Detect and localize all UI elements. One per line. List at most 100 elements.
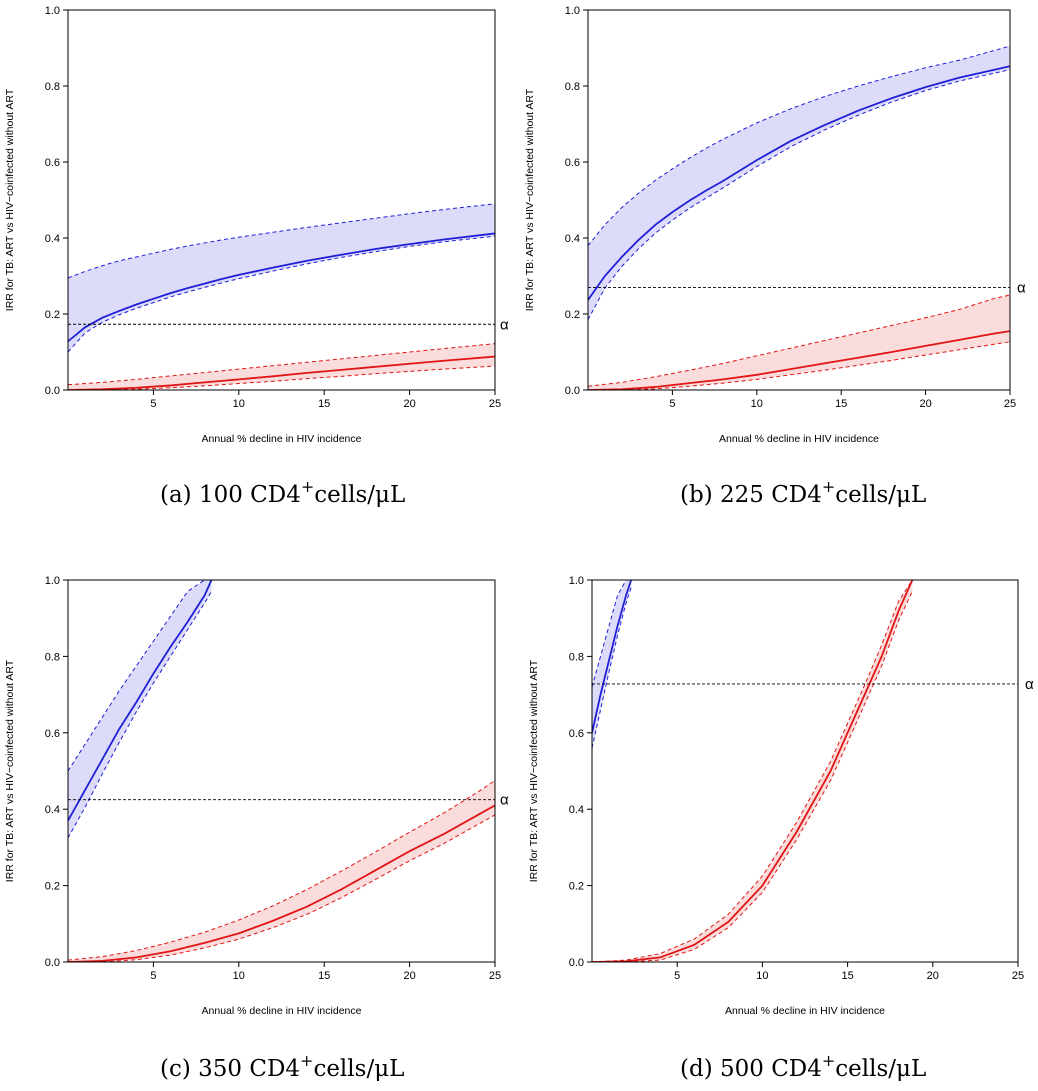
- y-tick-label: 1.0: [565, 5, 580, 17]
- series-red-band: [588, 295, 1010, 390]
- y-tick-label: 0.6: [565, 157, 580, 169]
- y-tick-label: 0.8: [565, 81, 580, 93]
- series-blue-lower: [68, 591, 212, 839]
- plot-area: [592, 580, 914, 962]
- series-blue-line: [588, 65, 1010, 301]
- y-tick-label: 1.0: [45, 575, 60, 587]
- y-tick-label: 0.0: [45, 957, 60, 969]
- series-blue-line: [68, 580, 213, 822]
- y-tick-label: 0.2: [45, 881, 60, 893]
- y-axis-label: IRR for TB: ART vs HIV−coinfected withou…: [4, 88, 16, 311]
- caption-prefix: (a) 100 CD4: [160, 482, 301, 508]
- alpha-label: α: [500, 792, 509, 809]
- series-blue-band: [592, 580, 632, 749]
- series-red-band: [592, 580, 913, 962]
- series-blue-band: [588, 46, 1010, 320]
- x-tick-label: 25: [1012, 970, 1024, 982]
- series-blue-upper: [68, 580, 212, 772]
- series-red-line: [592, 580, 914, 962]
- plot-frame: [67, 9, 496, 391]
- caption-prefix: (c) 350 CD4: [160, 1056, 300, 1082]
- x-tick-label: 10: [751, 398, 763, 410]
- y-axis-label: IRR for TB: ART vs HIV−coinfected withou…: [528, 659, 540, 882]
- x-tick-label: 5: [674, 970, 680, 982]
- panel-caption: (d) 500 CD4+cells/μL: [680, 1051, 926, 1082]
- panel-caption: (b) 225 CD4+cells/μL: [680, 477, 926, 508]
- panel-b: α 5 10 15 20 25 0.0 0.2 0.4 0.6 0.8 1.0 Annual % dec…: [524, 5, 1026, 508]
- series-blue-lower: [588, 69, 1010, 320]
- y-tick-label: 0.8: [569, 651, 584, 663]
- x-tick-label: 10: [756, 970, 768, 982]
- series-red-line: [588, 330, 1010, 390]
- series-blue-band: [68, 203, 495, 352]
- panel-a: α 5 10 15 20 25 0.0 0.2 0.4 0.6 0.8 1.0 Annual % dec…: [4, 5, 509, 508]
- plot-frame: [591, 579, 1019, 963]
- series-red-lower: [592, 591, 913, 962]
- caption-superscript: +: [822, 1051, 835, 1070]
- caption-superscript: +: [822, 477, 835, 496]
- plot-area: [68, 580, 495, 962]
- series-red-lower: [68, 814, 495, 962]
- x-tick-label: 15: [318, 398, 330, 410]
- alpha-label: α: [1017, 279, 1026, 296]
- panel-caption: (c) 350 CD4+cells/μL: [160, 1051, 404, 1082]
- series-blue-upper: [592, 580, 632, 688]
- y-tick-label: 1.0: [569, 575, 584, 587]
- x-tick-label: 10: [233, 398, 245, 410]
- panel-c: α 5 10 15 20 25 0.0 0.2 0.4 0.6 0.8 1.0 Annual % dec…: [4, 575, 509, 1082]
- y-tick-label: 0.2: [565, 309, 580, 321]
- plot-area: [68, 203, 495, 390]
- x-tick-label: 20: [927, 970, 939, 982]
- y-tick-label: 0.6: [45, 157, 60, 169]
- y-tick-label: 0.4: [569, 804, 584, 816]
- series-red-band: [68, 343, 495, 390]
- series-red-upper: [68, 343, 495, 386]
- caption-suffix: cells/μL: [835, 482, 926, 508]
- series-red-band: [68, 780, 495, 962]
- y-tick-label: 0.0: [45, 385, 60, 397]
- series-red-line: [68, 355, 495, 390]
- x-tick-label: 20: [403, 970, 415, 982]
- y-tick-label: 0.8: [45, 81, 60, 93]
- caption-prefix: (d) 500 CD4: [680, 1056, 822, 1082]
- y-tick-label: 0.6: [45, 728, 60, 740]
- series-red-upper: [68, 780, 495, 961]
- caption-suffix: cells/μL: [314, 482, 405, 508]
- series-red-line: [68, 804, 495, 962]
- x-tick-label: 15: [841, 970, 853, 982]
- y-tick-label: 0.0: [569, 957, 584, 969]
- series-blue-band: [68, 580, 212, 838]
- y-tick-label: 0.6: [569, 728, 584, 740]
- x-tick-label: 25: [1004, 398, 1016, 410]
- caption-prefix: (b) 225 CD4: [680, 482, 822, 508]
- y-tick-label: 0.4: [565, 233, 580, 245]
- y-tick-label: 1.0: [45, 5, 60, 17]
- alpha-label: α: [500, 316, 509, 333]
- x-tick-label: 10: [233, 970, 245, 982]
- plot-frame: [67, 579, 496, 963]
- series-red-upper: [588, 294, 1010, 387]
- panel-caption: (a) 100 CD4+cells/μL: [160, 477, 405, 508]
- series-blue-lower: [68, 235, 495, 353]
- series-red-lower: [588, 341, 1010, 390]
- plot-area: [588, 45, 1010, 390]
- x-axis-label: Annual % decline in HIV incidence: [202, 1005, 362, 1017]
- caption-suffix: cells/μL: [313, 1056, 404, 1082]
- caption-suffix: cells/μL: [835, 1056, 926, 1082]
- x-tick-label: 15: [835, 398, 847, 410]
- plot-frame: [587, 9, 1011, 391]
- y-axis-label: IRR for TB: ART vs HIV−coinfected withou…: [524, 88, 536, 311]
- series-blue-upper: [588, 45, 1010, 246]
- caption-superscript: +: [301, 477, 314, 496]
- x-tick-label: 25: [489, 398, 501, 410]
- series-blue-line: [592, 580, 633, 733]
- series-red-upper: [592, 580, 913, 962]
- x-axis-label: Annual % decline in HIV incidence: [719, 433, 879, 445]
- x-tick-label: 5: [150, 970, 156, 982]
- panel-d: α 5 10 15 20 25 0.0 0.2 0.4 0.6 0.8 1.0 Annual % dec…: [528, 575, 1034, 1082]
- caption-superscript: +: [300, 1051, 313, 1070]
- x-tick-label: 15: [318, 970, 330, 982]
- y-tick-label: 0.4: [45, 804, 60, 816]
- series-blue-line: [68, 232, 495, 343]
